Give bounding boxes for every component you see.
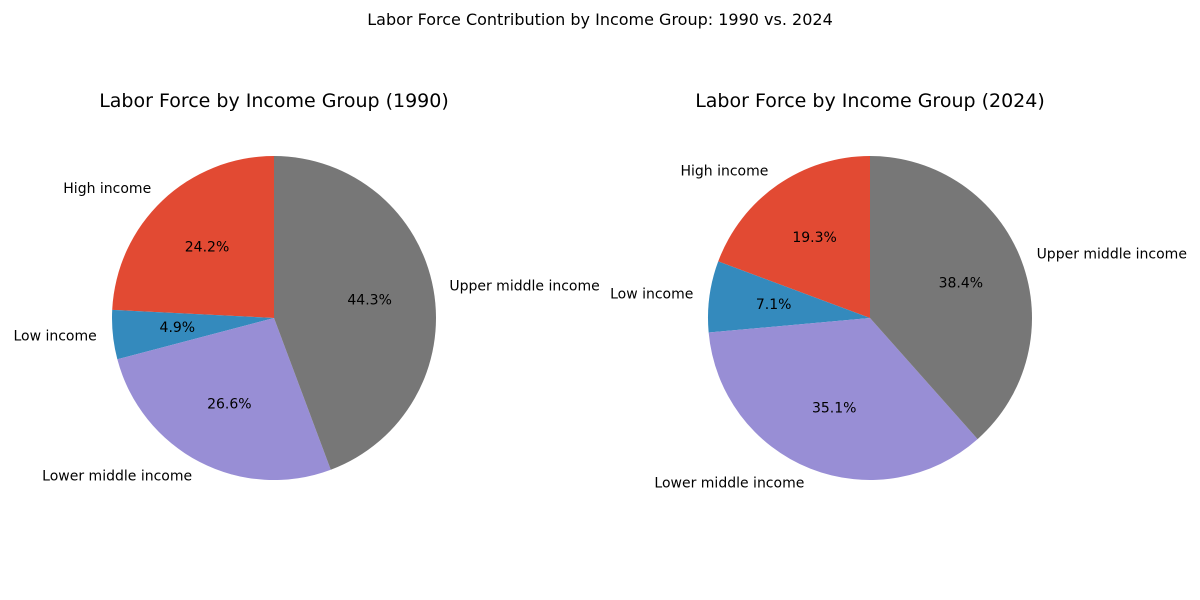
- pie-slice-low-income-2024: [708, 261, 870, 333]
- slice-value-high-income-1990: 24.2%: [185, 240, 229, 256]
- slice-value-low-income-2024: 7.1%: [756, 297, 792, 313]
- slice-value-lower-middle-income-2024: 35.1%: [812, 400, 856, 416]
- slice-value-high-income-2024: 19.3%: [792, 230, 836, 246]
- pie-slice-upper-middle-income-2024: [870, 156, 1032, 440]
- pie-slice-high-income-1990: [112, 156, 274, 318]
- slice-label-high-income-2024: High income: [680, 164, 768, 180]
- slice-value-upper-middle-income-2024: 38.4%: [939, 275, 983, 291]
- slice-value-upper-middle-income-1990: 44.3%: [347, 293, 391, 309]
- pie-labels-1990: High income 24.2% Low income 4.9% Lower midd…: [13, 181, 599, 484]
- pie-slice-high-income-2024: [718, 156, 870, 318]
- pie-slice-low-income-1990: [112, 309, 274, 360]
- pie-slices-1990: [112, 156, 436, 481]
- slice-label-lower-middle-income-2024: Lower middle income: [654, 476, 804, 492]
- pie-title-2024: Labor Force by Income Group (2024): [695, 90, 1045, 112]
- slice-label-low-income-1990: Low income: [13, 328, 96, 344]
- slice-value-low-income-1990: 4.9%: [160, 320, 196, 336]
- slice-label-low-income-2024: Low income: [610, 286, 693, 302]
- pie-slice-upper-middle-income-1990: [274, 156, 436, 470]
- slice-label-upper-middle-income-2024: Upper middle income: [1037, 247, 1187, 263]
- pie-labels-2024: High income 19.3% Low income 7.1% Lower midd…: [610, 164, 1187, 492]
- pie-slice-lower-middle-income-2024: [708, 318, 978, 481]
- pie-title-1990: Labor Force by Income Group (1990): [99, 90, 449, 112]
- slice-label-upper-middle-income-1990: Upper middle income: [449, 278, 599, 294]
- pie-chart-1990: Labor Force by Income Group (1990) High …: [13, 90, 599, 484]
- slice-label-lower-middle-income-1990: Lower middle income: [42, 468, 192, 484]
- figure-suptitle: Labor Force Contribution by Income Group…: [367, 10, 833, 29]
- pie-slice-lower-middle-income-1990: [117, 318, 331, 481]
- slice-value-lower-middle-income-1990: 26.6%: [207, 396, 251, 412]
- pie-slices-2024: [708, 156, 1032, 481]
- slice-label-high-income-1990: High income: [63, 181, 151, 197]
- pie-chart-2024: Labor Force by Income Group (2024) High …: [610, 90, 1187, 492]
